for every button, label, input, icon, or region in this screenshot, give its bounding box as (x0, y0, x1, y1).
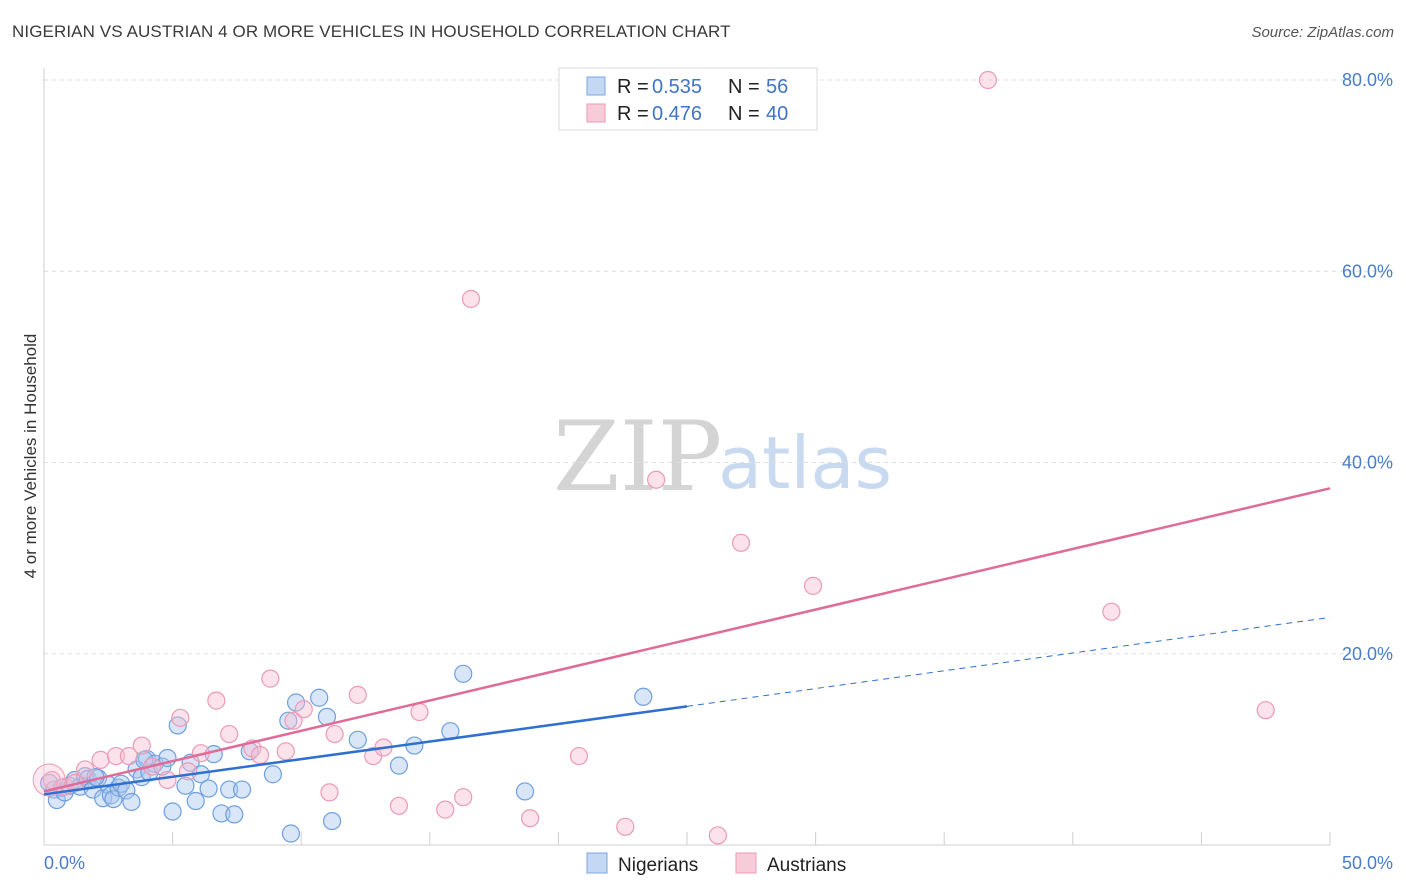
correlation-legend: R = 0.535 N = 56 R = 0.476 N = 40 (558, 67, 818, 131)
austrian-point (158, 770, 177, 790)
austrian-point (436, 800, 455, 819)
legend-n-label-1: N = (728, 76, 760, 98)
y-tick-label-40: 40.0% (1342, 453, 1393, 473)
bottom-legend-swatch-nigerians (586, 852, 608, 874)
austrian-point (119, 746, 138, 766)
austrian-point (132, 736, 151, 755)
austrian-point (325, 724, 344, 744)
austrian-point (410, 702, 429, 722)
austrian-point (178, 762, 198, 781)
austrian-point (171, 708, 190, 727)
nigerian-point (263, 765, 283, 784)
austrian-point (76, 760, 95, 779)
austrians-trend-line (43, 487, 1331, 793)
nigerian-point (122, 792, 141, 812)
nigerian-point (220, 780, 239, 799)
nigerian-point (515, 782, 535, 801)
austrian-point (250, 746, 270, 765)
y-axis-tick-labels: 20.0% 40.0% 60.0% 80.0% (1342, 70, 1393, 664)
legend-r-value-1: 0.535 (652, 76, 702, 98)
series-legend: Nigerians Austrians (586, 852, 846, 876)
nigerian-point (199, 779, 218, 798)
y-tick-label-80: 80.0% (1342, 70, 1393, 90)
legend-swatch-austrians (586, 103, 606, 123)
source-label: Source: ZipAtlas.com (1251, 24, 1394, 41)
nigerian-point (454, 664, 473, 683)
austrian-point (348, 685, 367, 704)
x-axis-ticks (172, 832, 1331, 845)
austrian-point (461, 289, 481, 309)
legend-n-value-1: 56 (766, 76, 788, 98)
legend-r-label-1: R = (617, 76, 649, 98)
legend-n-value-2: 40 (766, 103, 788, 125)
nigerian-point (225, 805, 244, 824)
austrian-point (207, 691, 226, 710)
y-tick-label-60: 60.0% (1342, 261, 1393, 281)
nigerians-trend-extension (686, 616, 1331, 707)
nigerian-point (163, 802, 182, 821)
nigerian-point (212, 804, 231, 823)
austrian-point (978, 70, 998, 90)
x-tick-label-max: 50.0% (1342, 853, 1393, 873)
austrian-point (1256, 701, 1275, 720)
y-axis-label: 4 or more Vehicles in Household (21, 334, 40, 579)
nigerian-point (634, 687, 653, 706)
gridlines (44, 79, 1395, 655)
nigerian-point (389, 756, 409, 775)
nigerian-point (279, 711, 298, 730)
austrian-point (284, 711, 303, 730)
nigerian-point (232, 780, 252, 799)
legend-n-label-2: N = (728, 103, 760, 125)
watermark-zip: ZIP (553, 401, 722, 513)
nigerian-point (186, 791, 205, 811)
austrian-point (731, 533, 751, 552)
austrian-point (647, 470, 666, 489)
austrian-point (261, 669, 280, 688)
legend-r-label-2: R = (617, 103, 649, 125)
austrian-point (106, 746, 126, 766)
legend-r-value-2: 0.476 (652, 103, 702, 125)
nigerian-point (322, 811, 342, 831)
austrian-point (803, 576, 823, 595)
austrian-point (616, 817, 635, 836)
austrian-point (294, 700, 313, 719)
nigerians-trend-line (43, 705, 688, 796)
nigerian-point (176, 776, 195, 795)
austrian-point (220, 724, 239, 744)
austrian-point (708, 826, 727, 845)
trend-lines (43, 487, 1331, 796)
austrian-point (454, 788, 473, 807)
austrian-point (276, 742, 295, 761)
austrian-point (320, 783, 339, 802)
bottom-legend-swatch-austrians (735, 852, 757, 874)
legend-swatch-nigerians (586, 76, 606, 96)
bottom-legend-austrians: Austrians (767, 855, 846, 876)
nigerian-point (310, 688, 329, 707)
austrian-point (91, 750, 110, 769)
nigerian-point (281, 824, 301, 843)
austrian-point (1102, 602, 1121, 621)
nigerian-point (348, 730, 367, 749)
y-tick-label-20: 20.0% (1342, 644, 1393, 664)
austrian-point (389, 796, 409, 815)
nigerian-point (104, 789, 123, 809)
austrian-point (521, 809, 540, 828)
x-tick-label-min: 0.0% (44, 853, 85, 873)
bottom-legend-nigerians: Nigerians (618, 855, 698, 876)
austrian-point (569, 746, 589, 766)
chart-title: NIGERIAN VS AUSTRIAN 4 OR MORE VEHICLES … (12, 22, 731, 41)
